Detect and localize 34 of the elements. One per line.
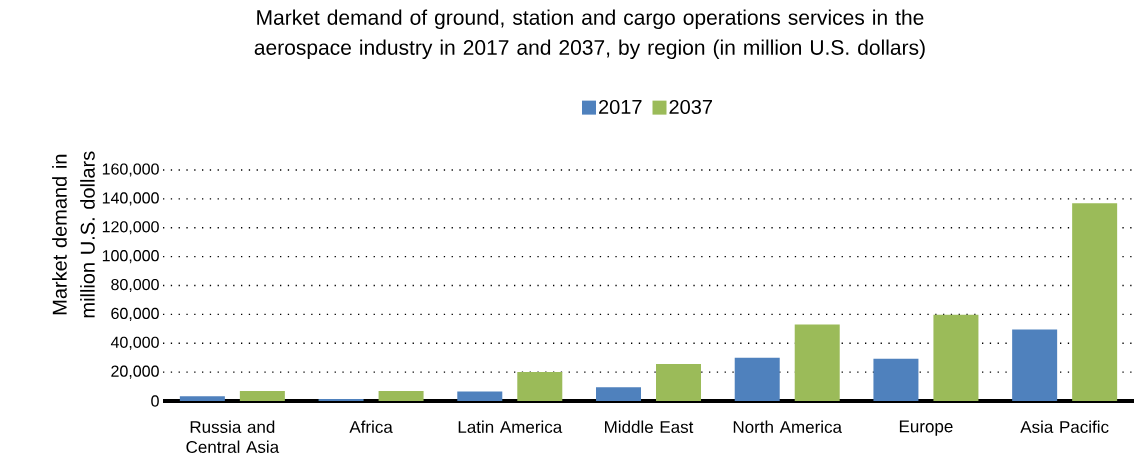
bar: [179, 396, 225, 401]
bar: [318, 398, 364, 401]
bar: [596, 387, 641, 401]
bar: [656, 364, 701, 401]
bar: [1072, 203, 1118, 401]
chart-title: Market demand of ground, station and cargo operations services in the aerospace industry in 2017 and 2037, by region (in million U.S. dollars): [254, 9, 925, 60]
bar: [1012, 329, 1058, 401]
y-tick-label: 60,000: [111, 307, 159, 321]
y-tick-label: 140,000: [102, 192, 159, 206]
legend-label: 2017: [599, 99, 642, 115]
bar: [239, 391, 285, 401]
y-tick-label: 80,000: [111, 278, 159, 293]
y-tick-label: 120,000: [102, 221, 159, 235]
x-tick-label: Russia and Central Asia: [186, 420, 280, 454]
y-tick-label: 20,000: [111, 365, 159, 379]
x-tick-label: Middle East: [605, 420, 694, 434]
bar: [517, 371, 563, 401]
y-tick-label: 160,000: [102, 163, 159, 177]
bar: [873, 358, 919, 401]
x-tick-label: Latin America: [458, 420, 563, 434]
y-axis-title: Market demand in million U.S. dollars: [52, 151, 95, 318]
y-tick-label: 0: [151, 395, 159, 407]
x-tick-label: North America: [733, 420, 842, 434]
bar: [794, 324, 840, 401]
x-tick-label: Europe: [899, 420, 953, 436]
x-tick-label: Asia Pacific: [1020, 420, 1109, 434]
bar: [734, 357, 780, 401]
bar: [378, 391, 424, 401]
y-tick-label: 100,000: [102, 250, 159, 264]
legend-label: 2037: [669, 99, 712, 115]
bar: [457, 391, 503, 401]
y-tick-label: 40,000: [110, 336, 159, 350]
bar: [933, 314, 979, 401]
x-tick-label: Africa: [349, 420, 393, 434]
